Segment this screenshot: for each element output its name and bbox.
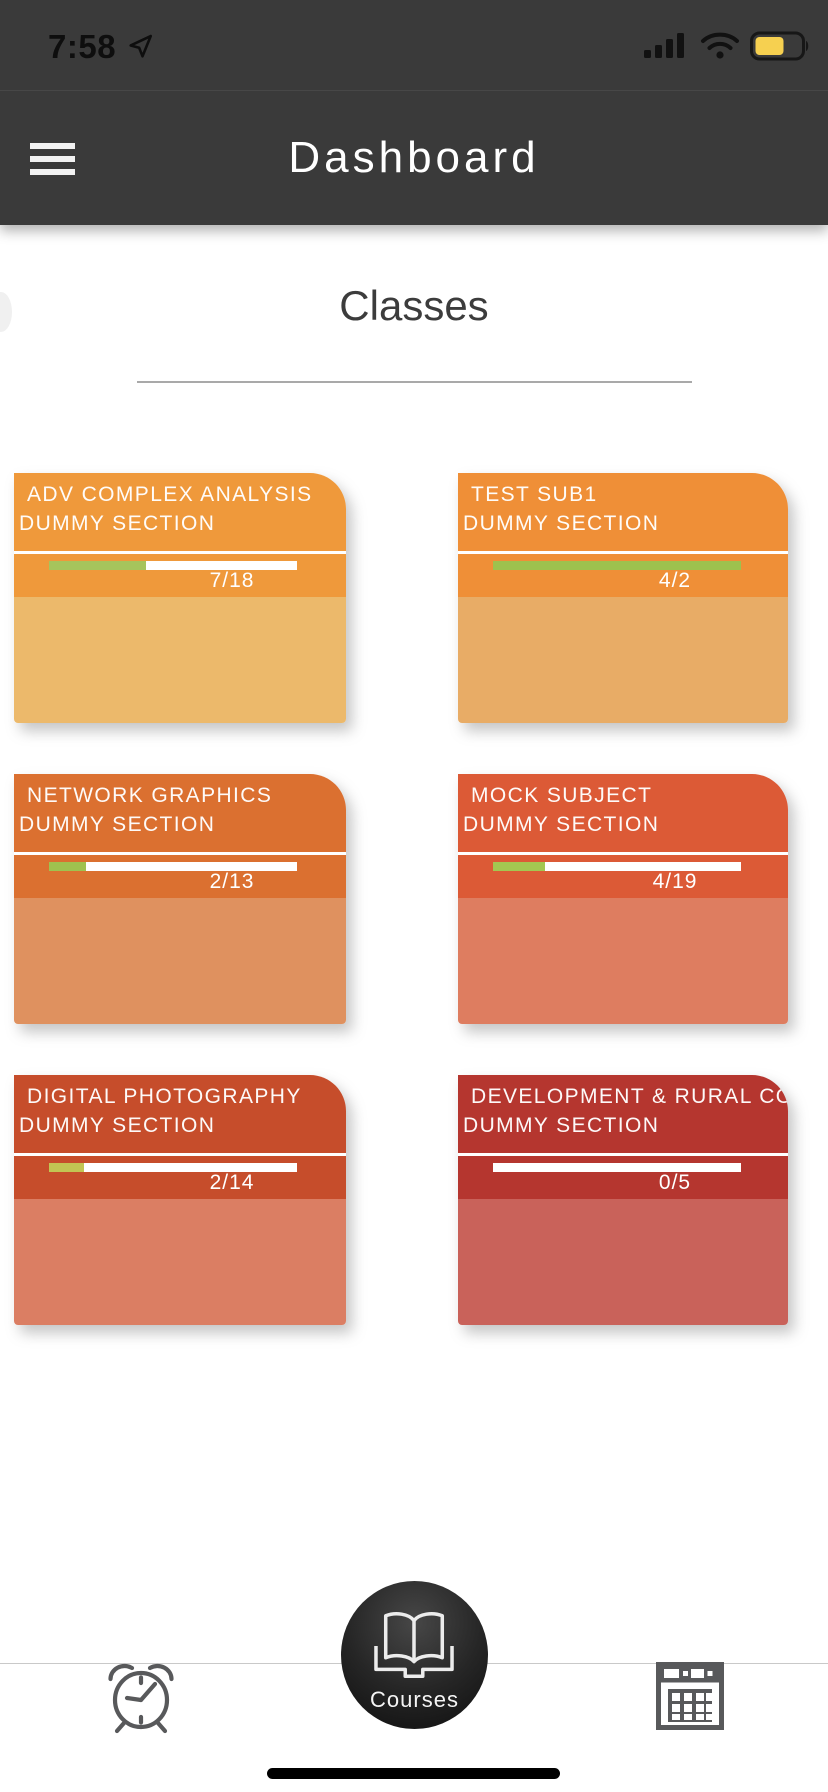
card-header: TEST SUB1 DUMMY SECTION 4/2	[458, 473, 788, 597]
card-title: TEST SUB1	[471, 483, 598, 506]
battery-icon	[750, 31, 812, 66]
class-card[interactable]: NETWORK GRAPHICS DUMMY SECTION 2/13	[14, 774, 346, 1024]
edge-artifact	[0, 292, 12, 332]
progress-track	[493, 862, 741, 871]
card-title: DIGITAL PHOTOGRAPHY	[27, 1085, 302, 1108]
alarm-clock-icon	[104, 1663, 178, 1737]
progress-fill	[49, 561, 146, 570]
card-section-label: DUMMY SECTION	[19, 512, 216, 535]
card-section-label: DUMMY SECTION	[463, 813, 660, 836]
progress-fill	[49, 862, 87, 871]
classes-grid: ADV COMPLEX ANALYSIS DUMMY SECTION 7/18 TES…	[14, 473, 788, 1325]
card-section-label: DUMMY SECTION	[463, 512, 660, 535]
app-bar: Dashboard	[0, 90, 828, 225]
card-body	[458, 898, 788, 1024]
progress-fill	[493, 561, 741, 570]
card-body	[458, 1199, 788, 1325]
card-section-label: DUMMY SECTION	[19, 1114, 216, 1137]
card-divider	[14, 551, 346, 554]
card-header: DIGITAL PHOTOGRAPHY DUMMY SECTION 2/14	[14, 1075, 346, 1199]
card-header: NETWORK GRAPHICS DUMMY SECTION 2/13	[14, 774, 346, 898]
page-title: Dashboard	[288, 133, 540, 182]
progress-fill	[493, 862, 546, 871]
hamburger-menu-icon[interactable]	[30, 143, 75, 182]
card-header: MOCK SUBJECT DUMMY SECTION 4/19	[458, 774, 788, 898]
progress-track	[49, 862, 297, 871]
calendar-tab[interactable]	[656, 1662, 724, 1733]
class-card[interactable]: MOCK SUBJECT DUMMY SECTION 4/19	[458, 774, 788, 1024]
card-section-label: DUMMY SECTION	[19, 813, 216, 836]
card-divider	[14, 852, 346, 855]
progress-label: 4/2	[658, 569, 692, 592]
progress-track	[49, 561, 297, 570]
card-divider	[14, 1153, 346, 1156]
progress-label: 7/18	[209, 569, 255, 592]
card-header: DEVELOPMENT & RURAL CO... DUMMY SECTION 0/…	[458, 1075, 788, 1199]
progress-label: 2/13	[209, 870, 255, 893]
card-divider	[458, 852, 788, 855]
status-bar: 7:58	[0, 0, 828, 90]
card-body	[14, 1199, 346, 1325]
class-card[interactable]: DEVELOPMENT & RURAL CO... DUMMY SECTION 0/…	[458, 1075, 788, 1325]
alarm-tab[interactable]	[104, 1658, 178, 1737]
courses-tab-label: Courses	[370, 1687, 459, 1712]
card-divider	[458, 1153, 788, 1156]
progress-label: 4/19	[652, 870, 698, 893]
card-body	[458, 597, 788, 723]
courses-tab[interactable]: Courses	[341, 1581, 488, 1729]
progress-label: 2/14	[209, 1171, 255, 1194]
location-arrow-icon	[128, 33, 154, 64]
card-title: NETWORK GRAPHICS	[27, 784, 273, 807]
class-card[interactable]: TEST SUB1 DUMMY SECTION 4/2	[458, 473, 788, 723]
card-body	[14, 597, 346, 723]
card-section-label: DUMMY SECTION	[463, 1114, 660, 1137]
progress-track	[493, 1163, 741, 1172]
cellular-signal-icon	[642, 30, 690, 67]
card-divider	[458, 551, 788, 554]
open-book-icon	[365, 1607, 463, 1688]
card-title: MOCK SUBJECT	[471, 784, 653, 807]
class-card[interactable]: DIGITAL PHOTOGRAPHY DUMMY SECTION 2/14	[14, 1075, 346, 1325]
progress-track	[493, 561, 741, 570]
progress-track	[49, 1163, 297, 1172]
home-indicator[interactable]	[267, 1768, 560, 1779]
wifi-icon	[700, 31, 740, 66]
card-header: ADV COMPLEX ANALYSIS DUMMY SECTION 7/18	[14, 473, 346, 597]
progress-fill	[49, 1163, 84, 1172]
card-body	[14, 898, 346, 1024]
section-divider	[137, 381, 692, 383]
class-card[interactable]: ADV COMPLEX ANALYSIS DUMMY SECTION 7/18	[14, 473, 346, 723]
card-title: DEVELOPMENT & RURAL CO...	[471, 1085, 788, 1108]
progress-label: 0/5	[658, 1171, 692, 1194]
calendar-icon	[656, 1662, 724, 1733]
section-title: Classes	[339, 282, 489, 329]
card-title: ADV COMPLEX ANALYSIS	[27, 483, 313, 506]
status-time: 7:58	[48, 28, 117, 65]
